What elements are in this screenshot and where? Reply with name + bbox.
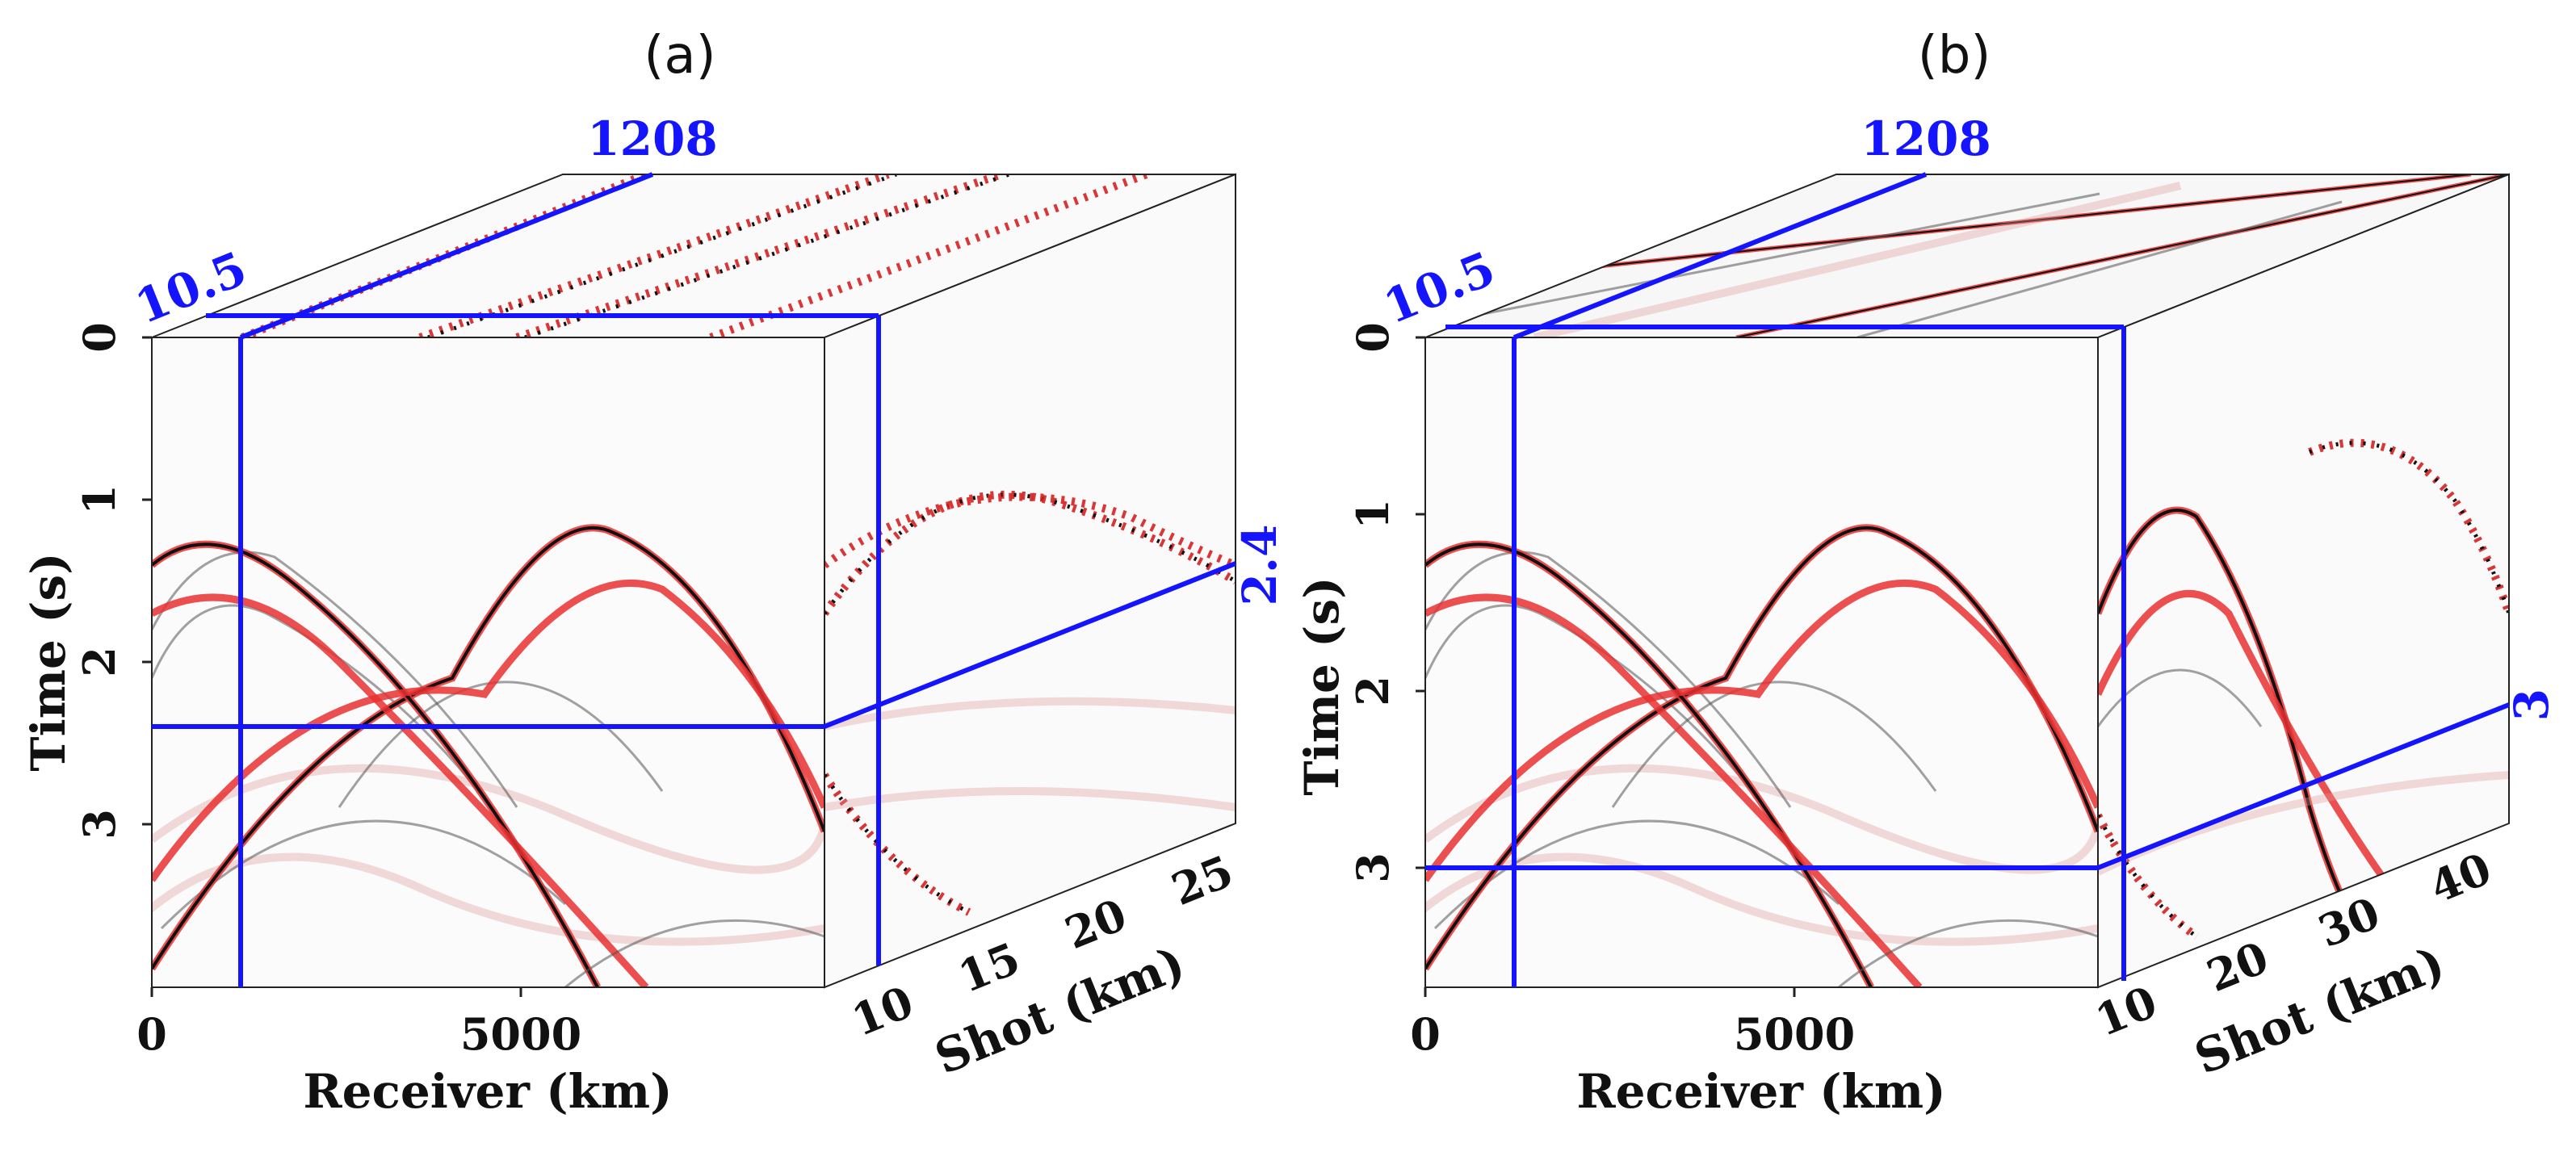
panel-a-receiver-slice-top (239, 172, 654, 340)
panel-b-time-axis: 0 1 2 3 Time (s) (1294, 322, 1425, 883)
panel-a-time-tick: 2 (73, 647, 125, 677)
panel-b-receiver-tick: 5000 (1734, 1008, 1855, 1060)
panel-b-receiver-slice-value: 1208 (1861, 111, 1991, 166)
panel-b-time-tick: 1 (1347, 499, 1399, 530)
panel-b-receiver-axis: 0 5000 Receiver (km) (1410, 987, 1946, 1119)
panel-b-time-tick: 2 (1347, 676, 1399, 706)
panel-a-front-face (152, 337, 824, 987)
panel-a-shot-tick: 25 (1164, 845, 1240, 915)
panel-b-receiver-tick: 0 (1410, 1008, 1441, 1060)
panel-a: (a) (21, 26, 1287, 1119)
panel-b-receiver-label: Receiver (km) (1576, 1064, 1945, 1119)
panel-a-receiver-label: Receiver (km) (303, 1064, 672, 1119)
panel-a-shot-tick: 10 (845, 976, 921, 1046)
panel-a-time-slice-side (823, 561, 1237, 729)
panel-a-slice-lines (152, 172, 1237, 987)
panel-b-time-slice-value: 3 (2504, 689, 2559, 721)
panel-b-receiver-slice-top (1512, 172, 1928, 340)
panel-a-shot-tick: 15 (951, 932, 1027, 1003)
panel-a-time-tick: 3 (73, 809, 125, 840)
panel-a-top-face (152, 174, 1236, 337)
panel-a-receiver-axis: 0 5000 Receiver (km) (136, 987, 673, 1119)
panel-a-receiver-slice-value: 1208 (587, 111, 717, 166)
panel-b-side-frame (2097, 173, 2510, 989)
panel-b-time-slice-side (2096, 702, 2511, 870)
panel-a-time-tick: 0 (73, 322, 125, 353)
panel-a-time-slice-value: 2.4 (1232, 525, 1287, 606)
panel-b-front-face (1425, 337, 2098, 987)
panel-a-receiver-tick: 5000 (460, 1008, 581, 1060)
panel-a-receiver-tick: 0 (136, 1008, 167, 1060)
panel-b-top-face (1425, 174, 2509, 337)
panel-a-time-axis: 0 1 2 3 Time (s) (21, 322, 152, 840)
panel-b-front-events (1425, 524, 2098, 987)
panel-a-time-tick: 1 (73, 484, 125, 515)
panel-b-slice-lines (1425, 172, 2511, 987)
panel-a-front-events (152, 524, 824, 987)
panel-a-title: (a) (644, 26, 715, 86)
panel-a-time-label: Time (s) (21, 552, 76, 771)
panel-a-shot-tick: 20 (1058, 889, 1134, 959)
panel-a-side-frame (824, 173, 1236, 989)
panel-b-side-face (2098, 174, 2509, 987)
panel-b: (b) (1294, 26, 2559, 1119)
panel-b-time-label: Time (s) (1294, 576, 1349, 795)
panel-b-time-tick: 3 (1347, 852, 1399, 883)
panel-b-time-tick: 0 (1347, 322, 1399, 353)
panel-b-title: (b) (1918, 26, 1991, 86)
